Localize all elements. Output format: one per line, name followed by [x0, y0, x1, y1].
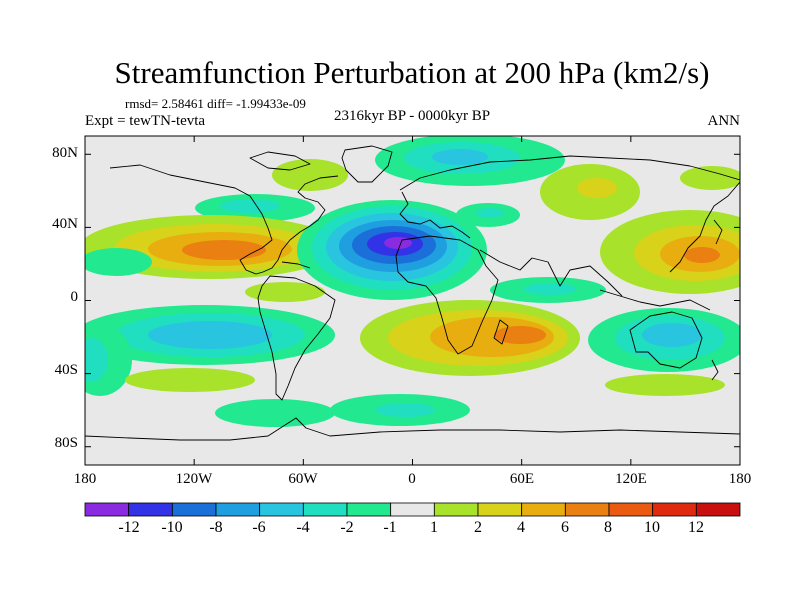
coast-africa: [395, 235, 499, 355]
colorbar-label-11: 8: [604, 519, 612, 536]
colorbar-label-4: -4: [296, 519, 309, 536]
colorbar-label-9: 4: [517, 519, 525, 536]
x-tick-label-120e: 120E: [615, 471, 647, 487]
coastlines: [85, 145, 740, 441]
period-label: 2316kyr BP - 0000kyr BP: [334, 108, 490, 124]
colorbar-label-10: 6: [561, 519, 569, 536]
coast-greenland: [341, 145, 393, 183]
contour-central-america-high-l4: [182, 240, 266, 260]
contour-south-africa-high-l4: [494, 326, 546, 344]
coast-south-america: [257, 275, 336, 401]
coast-arctic-islands: [249, 151, 311, 171]
contour-indian-low-inner: [524, 283, 576, 295]
colorbar-box-13: [652, 502, 697, 517]
colorbar-box-4: [259, 502, 304, 517]
colorbar-box-12: [608, 502, 654, 517]
colorbar-label-2: -8: [209, 519, 222, 536]
colorbar-box-5: [302, 502, 348, 517]
colorbar-box-2: [171, 502, 217, 517]
colorbar-box-6: [346, 502, 392, 517]
coast-japan: [713, 219, 723, 245]
colorbar-label-1: -10: [161, 519, 182, 536]
colorbar-label-12: 10: [644, 519, 660, 536]
coast-eurasia: [399, 155, 740, 191]
contour-east-pacific-low-l3: [148, 321, 272, 349]
x-tick-label-180e: 180: [729, 471, 752, 487]
colorbar-labels: -12 -10 -8 -6 -4 -2 -1 1 2 4 6 8 10 12: [118, 519, 704, 536]
colorbar-box-14: [695, 502, 741, 517]
coast-north-america: [109, 164, 339, 275]
colorbar-box-11: [564, 502, 610, 517]
coast-caribbean: [281, 261, 311, 269]
contour-west-pacific-low: [85, 248, 152, 276]
colorbar-label-6: -1: [383, 519, 396, 536]
contour-south-pacific-high: [125, 368, 255, 392]
x-tick-label-60e: 60E: [510, 471, 534, 487]
y-tick-label-0: 0: [71, 289, 79, 305]
contour-central-asia-low-inner: [476, 208, 504, 218]
coast-arabia-india: [479, 249, 623, 297]
colorbar-label-5: -2: [340, 519, 353, 536]
colorbar-label-13: 12: [688, 519, 704, 536]
colorbar-label-3: -6: [252, 519, 265, 536]
colorbar-label-8: 2: [474, 519, 482, 536]
x-tick-label-180w: 180: [74, 471, 97, 487]
colorbar-box-9: [477, 502, 523, 517]
map-plot-area: [84, 135, 741, 466]
colorbar-box-8: [433, 502, 479, 517]
coast-madagascar: [493, 319, 509, 345]
x-axis-labels: 180 120W 60W 0 60E 120E 180: [74, 471, 752, 487]
x-tick-label-120w: 120W: [176, 471, 214, 487]
y-axis-labels: 80N 40N 0 40S 80S: [52, 145, 78, 451]
contour-north-pacific-low-inner: [220, 199, 280, 213]
coast-antarctica: [85, 417, 740, 441]
contour-south-indian-high: [605, 374, 725, 396]
colorbar-label-0: -12: [118, 519, 139, 536]
x-tick-label-60w: 60W: [288, 471, 318, 487]
contour-southern-ocean-low-west: [215, 399, 335, 427]
contour-tropical-atlantic-high: [245, 282, 325, 302]
contour-canada-high: [272, 159, 348, 191]
season-label: ANN: [708, 113, 741, 129]
stats-label: rmsd= 2.58461 diff= -1.99433e-09: [125, 96, 306, 111]
y-tick-label-80n: 80N: [52, 145, 78, 161]
coast-east-asia: [669, 181, 740, 273]
colorbar-box-1: [128, 502, 173, 517]
colorbar-box-10: [521, 502, 566, 517]
colorbar-box-0: [84, 502, 130, 517]
coast-indonesia: [599, 289, 711, 311]
y-tick-label-80s: 80S: [55, 435, 78, 451]
y-tick-label-40n: 40N: [52, 216, 78, 232]
coast-australia: [629, 311, 703, 369]
coast-europe: [399, 191, 471, 239]
contour-australia-low-l3: [642, 323, 702, 347]
contour-ne-asia-high: [680, 166, 740, 190]
chart-title: Streamfunction Perturbation at 200 hPa (…: [115, 55, 710, 90]
y-tick-label-40s: 40S: [55, 362, 78, 378]
contour-siberia-high-inner: [577, 178, 617, 198]
contour-southern-ocean-low-east-inner: [375, 403, 435, 417]
colorbar-box-3: [215, 502, 261, 517]
colorbar-label-7: 1: [430, 519, 438, 536]
colorbar-box-7: [390, 502, 435, 517]
x-tick-label-0: 0: [408, 471, 416, 487]
experiment-label: Expt = tewTN-tevta: [85, 113, 205, 129]
colorbar: [84, 502, 741, 517]
contour-east-asia-high-l4: [684, 247, 720, 263]
contour-arctic-low-inner: [432, 149, 488, 165]
coast-new-zealand: [711, 359, 719, 381]
contour-dateline-low-inner: [85, 338, 108, 382]
map-axis-ticks: [84, 136, 741, 465]
